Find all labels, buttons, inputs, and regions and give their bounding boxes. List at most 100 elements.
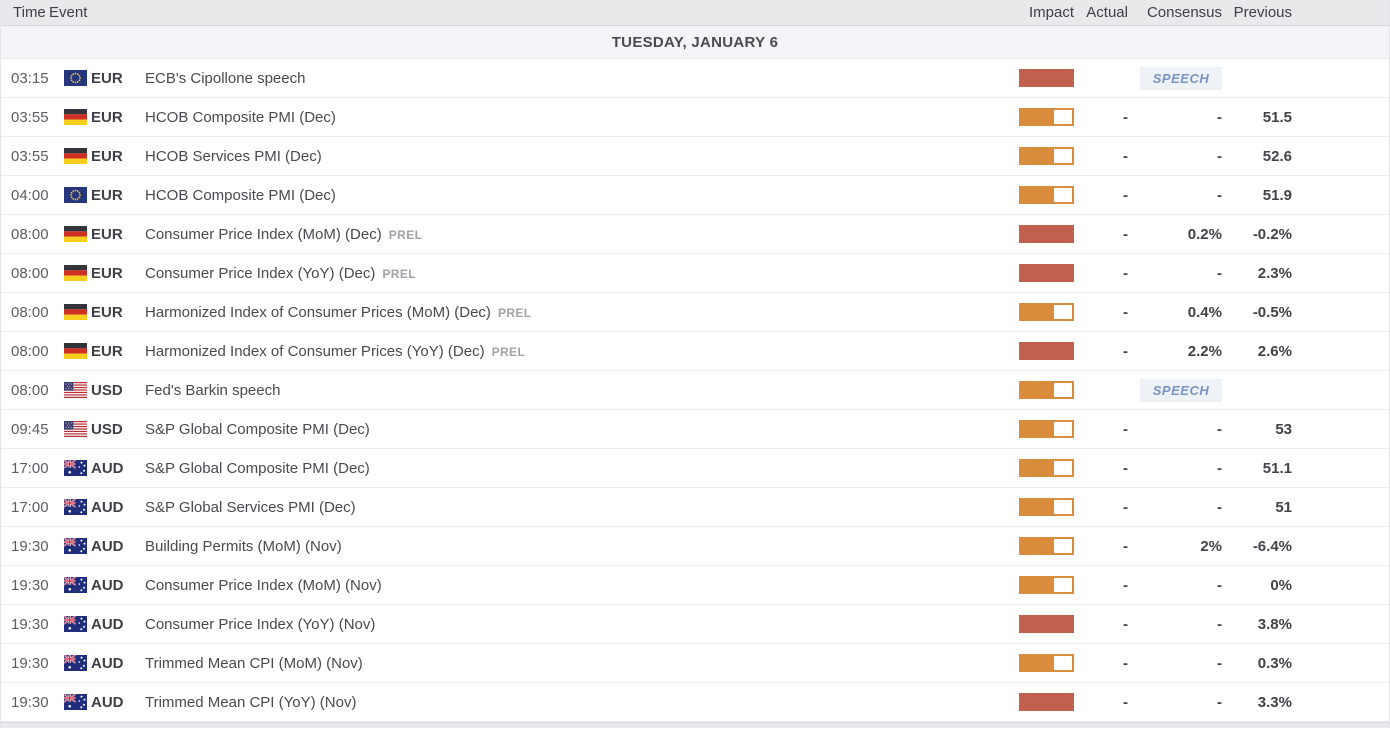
- event-time: 19:30: [11, 654, 49, 672]
- previous-value: -0.5%: [1252, 303, 1292, 321]
- germany-flag-icon: [64, 343, 91, 359]
- australia-flag-icon: [64, 538, 91, 554]
- australia-flag-icon: [64, 460, 91, 476]
- impact-fill: [1021, 110, 1054, 124]
- event-name: S&P Global Composite PMI (Dec): [135, 421, 1019, 438]
- event-time: 17:00: [11, 459, 49, 477]
- impact-cell: [1019, 654, 1074, 672]
- impact-cell: [1019, 459, 1074, 477]
- table-row[interactable]: 08:00 EUR Harmonized Index of Consumer Pri…: [1, 332, 1389, 371]
- table-row[interactable]: 19:30 AUD Building Permits (MoM) (Nov) - 2%…: [1, 527, 1389, 566]
- impact-cell: [1019, 498, 1074, 516]
- table-row[interactable]: 19:30 AUD Trimmed Mean CPI (YoY) (Nov) - - 3…: [1, 683, 1389, 722]
- currency-code: EUR: [91, 342, 123, 360]
- impact-indicator-medium: [1019, 381, 1074, 399]
- table-row[interactable]: 19:30 AUD Trimmed Mean CPI (MoM) (Nov) - - 0…: [1, 644, 1389, 683]
- impact-indicator-high: [1019, 615, 1074, 633]
- next-day-header-partial: [1, 722, 1389, 728]
- impact-indicator-medium: [1019, 108, 1074, 126]
- currency-code: USD: [91, 381, 123, 399]
- impact-fill: [1021, 500, 1054, 514]
- impact-indicator-medium: [1019, 186, 1074, 204]
- event-name: HCOB Composite PMI (Dec): [135, 109, 1019, 126]
- consensus-value: -: [1217, 693, 1222, 711]
- col-header-previous: Previous: [1233, 4, 1292, 21]
- impact-fill: [1021, 578, 1054, 592]
- impact-cell: [1019, 420, 1074, 438]
- event-name: Consumer Price Index (MoM) (Dec) PREL: [135, 226, 1019, 243]
- event-time: 03:55: [11, 147, 49, 165]
- germany-flag-icon: [64, 226, 91, 242]
- event-name: Building Permits (MoM) (Nov): [135, 538, 1019, 555]
- table-row[interactable]: 03:15 EUR ECB's Cipollone speech SPEECH: [1, 59, 1389, 98]
- eu-flag-icon: [64, 70, 91, 86]
- previous-value: 3.8%: [1257, 615, 1292, 633]
- currency-code: EUR: [91, 69, 123, 87]
- impact-indicator-medium: [1019, 498, 1074, 516]
- actual-value: -: [1123, 147, 1128, 165]
- table-row[interactable]: 08:00 EUR Harmonized Index of Consumer Pri…: [1, 293, 1389, 332]
- table-row[interactable]: 03:55 EUR HCOB Composite PMI (Dec) - - 51.5: [1, 98, 1389, 137]
- impact-indicator-high: [1019, 225, 1074, 243]
- actual-value: -: [1123, 576, 1128, 594]
- impact-cell: [1019, 381, 1074, 399]
- actual-value: -: [1123, 264, 1128, 282]
- column-header-row: Time Event Impact Actual Consensus Previ…: [1, 0, 1389, 26]
- impact-cell: [1019, 108, 1074, 126]
- impact-cell: [1019, 342, 1074, 360]
- australia-flag-icon: [64, 694, 91, 710]
- actual-value: -: [1123, 342, 1128, 360]
- impact-cell: [1019, 225, 1074, 243]
- event-title: Harmonized Index of Consumer Prices (YoY…: [145, 342, 485, 360]
- table-row[interactable]: 04:00 EUR HCOB Composite PMI (Dec) - - 51.9: [1, 176, 1389, 215]
- table-row[interactable]: 17:00 AUD S&P Global Composite PMI (Dec) -…: [1, 449, 1389, 488]
- previous-value: 53: [1275, 420, 1292, 438]
- eu-flag-icon: [64, 187, 91, 203]
- actual-value: -: [1123, 420, 1128, 438]
- event-time: 19:30: [11, 576, 49, 594]
- australia-flag-icon: [64, 499, 91, 515]
- impact-fill: [1021, 305, 1054, 319]
- event-time: 04:00: [11, 186, 49, 204]
- event-name: ECB's Cipollone speech: [135, 70, 1019, 87]
- event-title: Consumer Price Index (MoM) (Dec): [145, 225, 382, 243]
- table-row[interactable]: 17:00 AUD S&P Global Services PMI (Dec) - -…: [1, 488, 1389, 527]
- impact-cell: [1019, 69, 1074, 87]
- actual-value: -: [1123, 537, 1128, 555]
- event-time: 08:00: [11, 225, 49, 243]
- impact-fill: [1021, 539, 1054, 553]
- actual-value: -: [1123, 615, 1128, 633]
- consensus-value: -: [1217, 186, 1222, 204]
- table-row[interactable]: 19:30 AUD Consumer Price Index (MoM) (Nov…: [1, 566, 1389, 605]
- table-row[interactable]: 08:00 EUR Consumer Price Index (MoM) (Dec)…: [1, 215, 1389, 254]
- event-title: Building Permits (MoM) (Nov): [145, 537, 342, 555]
- impact-indicator-medium: [1019, 459, 1074, 477]
- event-title: Fed's Barkin speech: [145, 381, 281, 399]
- actual-value: -: [1123, 225, 1128, 243]
- event-title: ECB's Cipollone speech: [145, 69, 306, 87]
- actual-value: -: [1123, 186, 1128, 204]
- table-row[interactable]: 19:30 AUD Consumer Price Index (YoY) (Nov…: [1, 605, 1389, 644]
- currency-code: AUD: [91, 576, 124, 594]
- speech-badge: SPEECH: [1140, 378, 1222, 402]
- event-title: HCOB Services PMI (Dec): [145, 147, 322, 165]
- germany-flag-icon: [64, 265, 91, 281]
- australia-flag-icon: [64, 616, 91, 632]
- currency-code: AUD: [91, 615, 124, 633]
- consensus-value: -: [1217, 654, 1222, 672]
- table-row[interactable]: 09:45 USD S&P Global Composite PMI (Dec) -…: [1, 410, 1389, 449]
- table-row[interactable]: 03:55 EUR HCOB Services PMI (Dec) - - 52.6: [1, 137, 1389, 176]
- actual-value: -: [1123, 303, 1128, 321]
- currency-code: AUD: [91, 693, 124, 711]
- event-name: Consumer Price Index (YoY) (Nov): [135, 616, 1019, 633]
- table-row[interactable]: 08:00 USD Fed's Barkin speech SPEECH: [1, 371, 1389, 410]
- col-header-consensus: Consensus: [1146, 4, 1222, 21]
- consensus-value: 0.4%: [1187, 303, 1222, 321]
- event-time: 19:30: [11, 693, 49, 711]
- actual-value: -: [1123, 693, 1128, 711]
- table-row[interactable]: 08:00 EUR Consumer Price Index (YoY) (Dec)…: [1, 254, 1389, 293]
- speech-badge: SPEECH: [1140, 66, 1222, 90]
- impact-cell: [1019, 147, 1074, 165]
- previous-value: -0.2%: [1252, 225, 1292, 243]
- impact-fill: [1021, 461, 1054, 475]
